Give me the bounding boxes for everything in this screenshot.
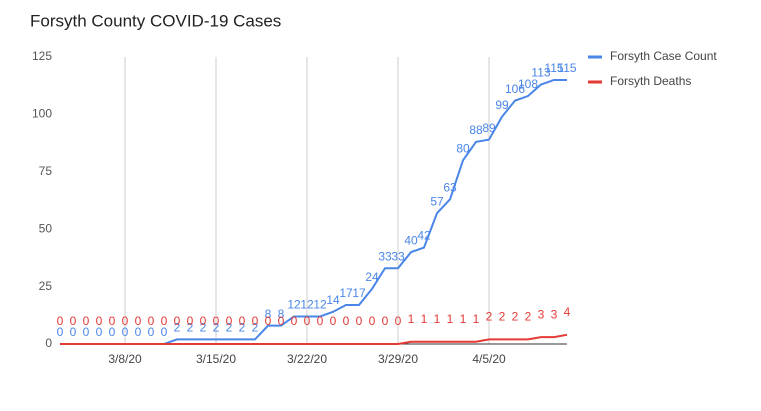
data-label: 12: [313, 298, 327, 312]
data-label: 115: [544, 61, 563, 75]
y-tick-label: 125: [32, 49, 52, 63]
data-label: 0: [122, 314, 129, 328]
data-label: 0: [122, 325, 129, 339]
y-tick-label: 50: [39, 221, 53, 235]
data-label: 89: [482, 121, 496, 135]
x-tick-label: 3/22/20: [287, 352, 327, 366]
data-label: 12: [300, 298, 314, 312]
data-label: 1: [421, 312, 428, 326]
series-line: [60, 333, 568, 345]
x-tick-label: 3/15/20: [196, 352, 236, 366]
data-label: 1: [408, 312, 415, 326]
data-label: 2: [200, 321, 207, 335]
x-tick-label: 3/29/20: [378, 352, 418, 366]
data-label: 0: [57, 314, 64, 328]
data-label: 40: [404, 233, 418, 247]
data-label: 0: [213, 314, 220, 328]
legend-label: Forsyth Deaths: [610, 74, 691, 88]
data-label: 2: [512, 310, 519, 324]
data-label: 113: [531, 66, 550, 80]
data-label: 2: [213, 321, 220, 335]
data-label: 57: [430, 194, 444, 208]
data-label: 2: [174, 321, 181, 335]
data-label: 0: [187, 314, 194, 328]
data-label: 24: [365, 270, 379, 284]
data-label: 0: [70, 325, 77, 339]
data-label: 0: [369, 314, 376, 328]
data-label: 0: [83, 325, 90, 339]
data-label: 0: [135, 325, 142, 339]
data-label: 80: [456, 141, 470, 155]
data-label: 0: [291, 314, 298, 328]
chart-title: Forsyth County COVID-19 Cases: [30, 11, 281, 30]
data-label: 0: [161, 314, 168, 328]
data-label: 2: [226, 321, 233, 335]
data-label: 0: [148, 325, 155, 339]
data-label: 0: [174, 314, 181, 328]
data-label: 0: [395, 314, 402, 328]
data-label: 0: [382, 314, 389, 328]
data-label: 0: [57, 325, 64, 339]
data-label: 17: [352, 286, 366, 300]
data-label: 0: [226, 314, 233, 328]
data-label: 1: [473, 312, 480, 326]
data-label: 0: [109, 314, 116, 328]
data-label: 1: [460, 312, 467, 326]
data-label: 0: [265, 314, 272, 328]
data-label: 14: [326, 293, 340, 307]
data-label: 0: [330, 314, 337, 328]
data-label: 42: [417, 229, 431, 243]
data-label: 3: [551, 307, 558, 321]
data-label: 99: [495, 98, 509, 112]
x-tick-label: 3/8/20: [108, 352, 142, 366]
data-label: 0: [252, 314, 259, 328]
data-label: 115: [557, 61, 576, 75]
data-label: 2: [187, 321, 194, 335]
data-label: 2: [499, 310, 506, 324]
data-label: 0: [343, 314, 350, 328]
data-label: 0: [96, 325, 103, 339]
data-label: 33: [378, 249, 392, 263]
data-label: 106: [505, 82, 525, 96]
data-label: 108: [518, 77, 538, 91]
data-label: 0: [148, 314, 155, 328]
data-label: 8: [278, 307, 285, 321]
data-label: 0: [278, 314, 285, 328]
data-label: 2: [525, 310, 532, 324]
y-tick-label: 25: [39, 279, 53, 293]
data-label: 17: [339, 286, 353, 300]
data-label: 0: [317, 314, 324, 328]
data-label: 0: [96, 314, 103, 328]
data-label: 0: [135, 314, 142, 328]
y-tick-label: 0: [45, 336, 52, 350]
data-label: 88: [469, 123, 483, 137]
data-label: 0: [109, 325, 116, 339]
data-label: 12: [287, 298, 301, 312]
data-label: 0: [356, 314, 363, 328]
data-label: 0: [239, 314, 246, 328]
data-label: 0: [200, 314, 207, 328]
data-label: 0: [304, 314, 311, 328]
data-label: 8: [265, 307, 272, 321]
legend-label: Forsyth Case Count: [610, 49, 717, 63]
y-tick-label: 75: [39, 164, 53, 178]
data-label: 33: [391, 249, 405, 263]
data-label: 2: [239, 321, 246, 335]
data-label: 1: [434, 312, 441, 326]
data-label: 3: [538, 307, 545, 321]
data-label: 1: [447, 312, 454, 326]
data-label: 0: [83, 314, 90, 328]
data-label: 2: [252, 321, 259, 335]
data-label: 0: [70, 314, 77, 328]
y-tick-label: 100: [32, 107, 52, 121]
data-label: 63: [443, 181, 457, 195]
data-label: 4: [564, 305, 571, 319]
data-label: 0: [161, 325, 168, 339]
data-label: 2: [486, 310, 493, 324]
x-tick-label: 4/5/20: [472, 352, 506, 366]
